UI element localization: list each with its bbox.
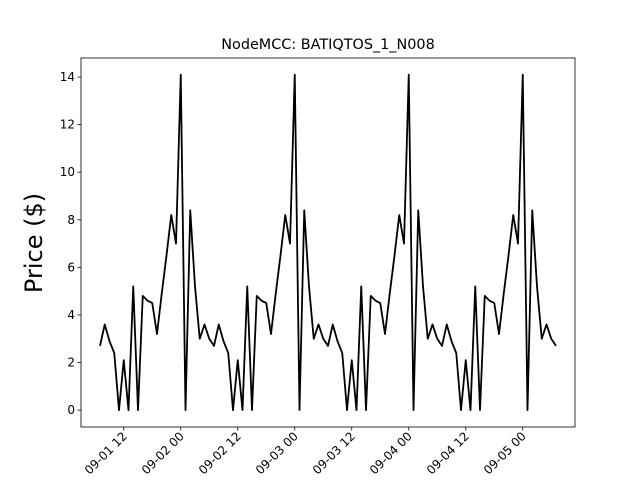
x-tick-label: 09-02 00: [139, 429, 187, 477]
y-tick-label: 8: [67, 213, 75, 227]
x-tick-label: 09-05 00: [481, 429, 529, 477]
y-tick-label: 0: [67, 403, 75, 417]
y-tick-label: 4: [67, 308, 75, 322]
y-tick-label: 12: [60, 118, 75, 132]
x-tick-label: 09-03 12: [310, 429, 358, 477]
y-tick-label: 10: [60, 165, 75, 179]
x-tick-label: 09-03 00: [253, 429, 301, 477]
x-tick-label: 09-02 12: [196, 429, 244, 477]
chart-title: NodeMCC: BATIQTOS_1_N008: [221, 37, 434, 53]
x-tick-label: 09-04 00: [367, 429, 415, 477]
y-tick-label: 6: [67, 260, 75, 274]
price-line: [99, 73, 557, 412]
x-tick-label: 09-01 12: [82, 429, 130, 477]
x-tick-label: 09-04 12: [424, 429, 472, 477]
plot-frame: [80, 57, 576, 428]
y-axis-label: Price ($): [20, 193, 48, 293]
y-tick-label: 2: [67, 356, 75, 370]
y-tick-label: 14: [60, 70, 75, 84]
